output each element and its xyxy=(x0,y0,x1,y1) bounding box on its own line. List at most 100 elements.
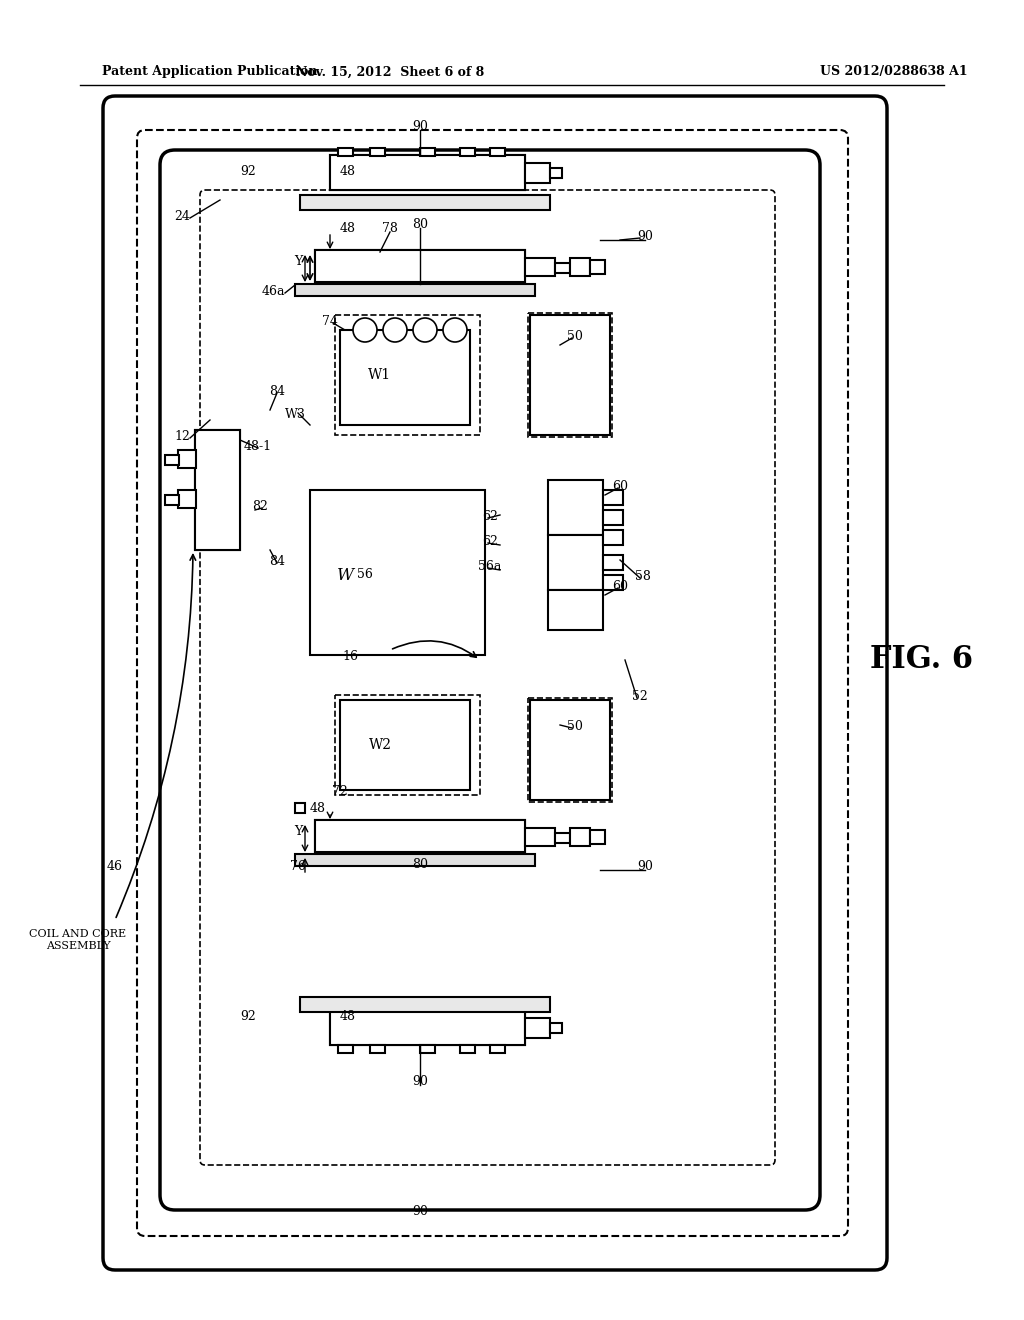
Bar xyxy=(340,700,470,789)
Text: 48: 48 xyxy=(340,165,356,178)
Bar xyxy=(165,495,179,506)
Bar xyxy=(525,162,550,183)
Text: 90: 90 xyxy=(412,1205,428,1218)
Text: 46a: 46a xyxy=(261,285,285,298)
Bar xyxy=(315,820,525,851)
Text: 24: 24 xyxy=(174,210,189,223)
Bar xyxy=(315,820,525,851)
Bar xyxy=(530,700,610,800)
Bar xyxy=(330,1010,525,1045)
Bar xyxy=(338,1045,353,1053)
Bar xyxy=(295,854,535,866)
Text: 84: 84 xyxy=(269,554,285,568)
Text: 90: 90 xyxy=(637,230,653,243)
Bar xyxy=(195,430,240,550)
Text: 50: 50 xyxy=(567,719,583,733)
Circle shape xyxy=(353,318,377,342)
Text: Y: Y xyxy=(294,255,302,268)
Bar xyxy=(460,148,475,156)
Bar xyxy=(548,535,603,590)
Bar xyxy=(555,833,570,843)
Bar xyxy=(460,1045,475,1053)
Text: 80: 80 xyxy=(412,858,428,871)
Text: 50: 50 xyxy=(567,330,583,343)
Bar xyxy=(603,510,623,525)
Text: W: W xyxy=(337,566,353,583)
Text: Patent Application Publication: Patent Application Publication xyxy=(102,66,317,78)
Bar xyxy=(300,195,550,210)
Bar xyxy=(490,1045,505,1053)
Text: 78: 78 xyxy=(382,222,398,235)
Bar xyxy=(330,1010,525,1045)
Text: 60: 60 xyxy=(612,480,628,492)
Text: 62: 62 xyxy=(482,535,498,548)
Bar xyxy=(335,696,480,795)
Text: US 2012/0288638 A1: US 2012/0288638 A1 xyxy=(820,66,968,78)
Bar xyxy=(420,148,435,156)
Bar xyxy=(340,330,470,425)
Bar xyxy=(315,249,525,282)
Bar xyxy=(548,590,603,630)
Bar xyxy=(338,148,353,156)
Bar xyxy=(195,430,240,550)
Bar xyxy=(548,480,603,535)
Bar xyxy=(370,148,385,156)
Text: FIG. 6: FIG. 6 xyxy=(870,644,973,676)
Bar xyxy=(603,531,623,545)
Bar xyxy=(295,284,535,296)
Bar xyxy=(335,315,480,436)
Text: 56a: 56a xyxy=(478,560,502,573)
Text: 48: 48 xyxy=(340,222,356,235)
Bar xyxy=(528,698,612,803)
Bar xyxy=(530,315,610,436)
Bar xyxy=(570,257,590,276)
Bar xyxy=(550,168,562,178)
Bar xyxy=(178,490,196,508)
Bar xyxy=(310,490,485,655)
Bar xyxy=(300,997,550,1012)
Text: 62: 62 xyxy=(482,510,498,523)
Circle shape xyxy=(413,318,437,342)
Text: 90: 90 xyxy=(412,120,428,133)
Bar xyxy=(420,1045,435,1053)
Circle shape xyxy=(383,318,407,342)
Text: 48: 48 xyxy=(340,1010,356,1023)
Bar xyxy=(603,490,623,506)
Text: COIL AND CORE
ASSEMBLY: COIL AND CORE ASSEMBLY xyxy=(30,929,127,950)
Bar xyxy=(165,455,179,465)
Bar xyxy=(525,257,555,276)
Text: 12: 12 xyxy=(174,430,189,444)
Text: 92: 92 xyxy=(240,1010,256,1023)
Text: 46: 46 xyxy=(106,861,123,873)
Bar xyxy=(590,260,605,275)
Bar xyxy=(525,1018,550,1038)
Text: 58: 58 xyxy=(635,570,651,583)
Text: W2: W2 xyxy=(369,738,391,752)
Bar xyxy=(590,830,605,843)
Text: Y: Y xyxy=(294,825,302,838)
Bar xyxy=(178,450,196,469)
Text: Nov. 15, 2012  Sheet 6 of 8: Nov. 15, 2012 Sheet 6 of 8 xyxy=(296,66,484,78)
Text: 60: 60 xyxy=(612,579,628,593)
Text: 48-1: 48-1 xyxy=(244,440,272,453)
Text: 52: 52 xyxy=(632,690,648,704)
Bar xyxy=(603,576,623,590)
Text: 84: 84 xyxy=(269,385,285,399)
Text: 80: 80 xyxy=(412,218,428,231)
Bar xyxy=(525,828,555,846)
Text: 72: 72 xyxy=(332,785,348,799)
Text: 48: 48 xyxy=(310,803,326,814)
Circle shape xyxy=(443,318,467,342)
Bar xyxy=(295,803,305,813)
Bar xyxy=(315,249,525,282)
Text: 56: 56 xyxy=(357,569,373,582)
FancyBboxPatch shape xyxy=(160,150,820,1210)
Bar xyxy=(330,154,525,190)
Text: W1: W1 xyxy=(369,368,391,381)
Text: 16: 16 xyxy=(342,649,358,663)
Text: 76: 76 xyxy=(290,861,306,873)
Text: W3: W3 xyxy=(285,408,305,421)
Bar xyxy=(330,154,525,190)
Bar xyxy=(490,148,505,156)
Text: 92: 92 xyxy=(240,165,256,178)
